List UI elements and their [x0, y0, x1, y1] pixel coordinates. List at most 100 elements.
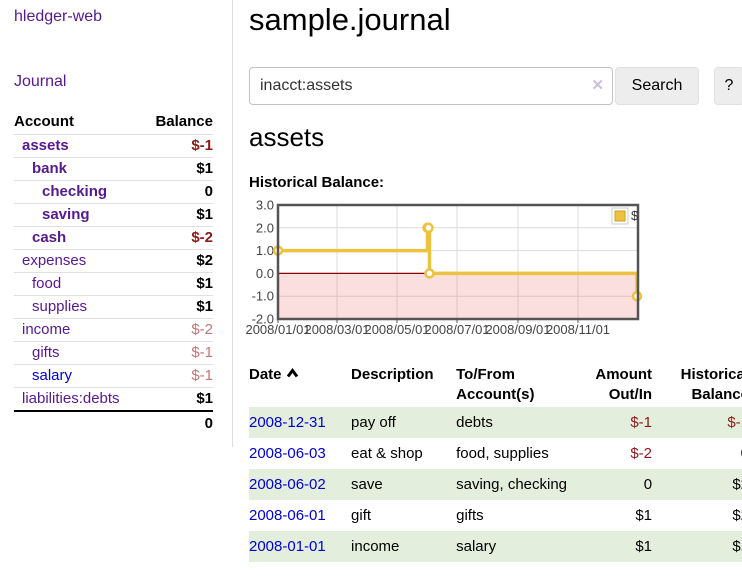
- accounts-total-row: 0: [14, 410, 213, 435]
- account-row: bank $1: [14, 157, 213, 181]
- transaction-accounts: gifts: [456, 507, 484, 524]
- transaction-accounts: salary: [456, 538, 497, 555]
- transaction-date-link[interactable]: 2008-01-01: [249, 538, 326, 555]
- account-balance: $1: [142, 157, 213, 181]
- legend-swatch: [614, 210, 626, 222]
- brand-link[interactable]: hledger-web: [14, 8, 103, 25]
- data-point-marker: [424, 268, 435, 279]
- accounts-total-value: 0: [142, 410, 213, 435]
- page-title: sample.journal: [249, 2, 451, 37]
- accounts-header-balance: Balance: [155, 113, 213, 130]
- negative-region: [278, 273, 638, 319]
- transaction-description: gift: [351, 507, 372, 524]
- account-link[interactable]: gifts: [32, 344, 60, 361]
- account-row: assets $-1: [14, 134, 213, 158]
- account-row: cash $-2: [14, 226, 213, 250]
- accounts-header-account: Account: [14, 113, 74, 130]
- transaction-amount: $1: [635, 507, 653, 524]
- transaction-balance: 0: [652, 438, 742, 469]
- account-balance: $1: [142, 272, 213, 296]
- account-link[interactable]: liabilities:debts: [22, 390, 120, 407]
- transaction-amount: $-1: [630, 414, 653, 431]
- search-button[interactable]: Search: [615, 67, 699, 105]
- y-tick-label: -1.0: [252, 289, 274, 304]
- historical-balance-chart: 3.0 2.0 1.0 0.0 -1.0 -2.0 2008/01/01 2008/03/01…: [245, 197, 742, 339]
- account-row: income $-2: [14, 318, 213, 342]
- account-row: salary $-1: [14, 364, 213, 388]
- transaction-description: pay off: [351, 414, 396, 431]
- column-header-accounts: To/From Account(s): [456, 366, 535, 403]
- account-balance: $-1: [142, 364, 213, 388]
- account-link[interactable]: expenses: [22, 252, 87, 269]
- transaction-balance: $-1: [727, 414, 742, 431]
- column-header-date[interactable]: Date: [249, 363, 351, 407]
- transaction-description: save: [351, 476, 383, 493]
- account-link[interactable]: income: [22, 321, 71, 338]
- transaction-accounts: debts: [456, 414, 493, 431]
- transaction-amount: $1: [635, 538, 653, 555]
- account-balance: $1: [142, 295, 213, 319]
- y-tick-label: 0.0: [256, 266, 274, 281]
- account-row: expenses $2: [14, 249, 213, 273]
- account-heading: assets: [249, 122, 325, 152]
- account-link[interactable]: supplies: [32, 298, 88, 315]
- transaction-date-link[interactable]: 2008-06-02: [249, 476, 326, 493]
- x-tick-label: 2008/11/01: [546, 322, 610, 337]
- help-button[interactable]: ?: [714, 67, 742, 105]
- y-tick-label: 2.0: [256, 220, 274, 235]
- data-point-marker: [423, 222, 434, 234]
- legend-label: $: [631, 208, 639, 223]
- transaction-balance: $2: [732, 476, 742, 493]
- transaction-amount: $-2: [630, 445, 653, 462]
- account-row: saving $1: [14, 203, 213, 227]
- register-row: 2008-06-02 save saving, checking 0 $2: [249, 469, 742, 500]
- transaction-description: eat & shop: [351, 445, 423, 462]
- account-link[interactable]: salary: [32, 367, 73, 384]
- y-tick-label: 3.0: [256, 198, 274, 213]
- x-tick-label: 2008/09/01: [485, 322, 550, 337]
- x-tick-label: 2008/01/01: [245, 322, 310, 337]
- transaction-balance: $2: [732, 507, 742, 524]
- account-row: checking 0: [14, 180, 213, 204]
- account-link[interactable]: bank: [32, 160, 68, 177]
- account-row: food $1: [14, 272, 213, 296]
- chart-svg: 3.0 2.0 1.0 0.0 -1.0 -2.02008/01/012008/03/01…: [245, 198, 643, 337]
- account-link[interactable]: saving: [42, 206, 90, 223]
- chart-title: Historical Balance:: [249, 174, 385, 191]
- x-tick-label: 2008/03/01: [304, 322, 369, 337]
- register-table: Date Description To/From Account(s) Amou…: [249, 363, 742, 562]
- sidebar-item-journal[interactable]: Journal: [14, 73, 67, 90]
- transaction-date-link[interactable]: 2008-06-03: [249, 445, 326, 462]
- column-header-balance: Historical Balance: [680, 366, 742, 403]
- account-link[interactable]: checking: [42, 183, 108, 200]
- accounts-table: Account Balance assets $-1 bank $1 check…: [14, 110, 213, 435]
- account-balance: $-1: [142, 341, 213, 365]
- account-balance: $-2: [142, 226, 213, 250]
- sort-asc-icon: [286, 365, 299, 385]
- register-header-row: Date Description To/From Account(s) Amou…: [249, 363, 742, 407]
- search-form: ✕ Search ?: [249, 67, 742, 105]
- register-row: 2008-06-03 eat & shop food, supplies $-2…: [249, 438, 742, 469]
- y-tick-label: 1.0: [256, 243, 274, 258]
- transaction-date-link[interactable]: 2008-12-31: [249, 414, 326, 431]
- account-link[interactable]: assets: [22, 137, 69, 154]
- account-balance: $-2: [142, 318, 213, 342]
- chart-border: [276, 203, 640, 321]
- transaction-date-link[interactable]: 2008-06-01: [249, 507, 326, 524]
- account-link[interactable]: food: [32, 275, 62, 292]
- transaction-accounts: saving, checking: [456, 476, 568, 493]
- transaction-amount: 0: [643, 476, 653, 493]
- main-content: sample.journal ✕ Search ? assets Histori…: [233, 0, 742, 562]
- account-balance: $-1: [142, 134, 213, 158]
- account-row: liabilities:debts $1: [14, 387, 213, 411]
- x-tick-label: 2008/05/01: [364, 322, 429, 337]
- clear-search-icon[interactable]: ✕: [591, 77, 604, 94]
- account-balance: 0: [142, 180, 213, 204]
- register-row: 2008-12-31 pay off debts $-1 $-1: [249, 407, 742, 438]
- account-row: gifts $-1: [14, 341, 213, 365]
- column-header-amount: Amount Out/In: [595, 366, 653, 403]
- account-link[interactable]: cash: [32, 229, 67, 246]
- register-row: 2008-01-01 income salary $1 $1: [249, 531, 742, 562]
- search-input[interactable]: [249, 67, 613, 105]
- x-tick-label: 2008/07/01: [424, 322, 489, 337]
